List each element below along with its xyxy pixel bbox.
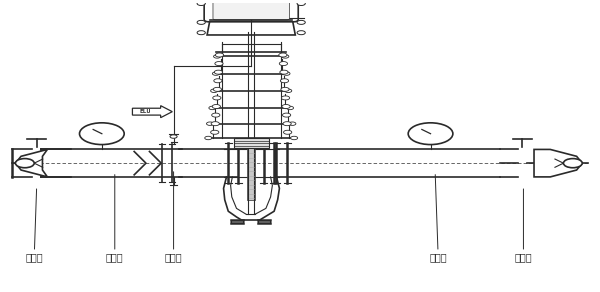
Circle shape: [214, 79, 222, 83]
Circle shape: [79, 123, 124, 145]
Circle shape: [211, 89, 218, 93]
Circle shape: [215, 62, 223, 66]
Circle shape: [211, 130, 219, 134]
Circle shape: [280, 79, 289, 83]
Circle shape: [212, 105, 220, 109]
Polygon shape: [233, 138, 269, 148]
Circle shape: [282, 105, 290, 109]
Circle shape: [297, 20, 305, 25]
Polygon shape: [207, 20, 295, 35]
Polygon shape: [133, 106, 172, 118]
Circle shape: [286, 106, 293, 110]
Circle shape: [212, 113, 220, 117]
Circle shape: [197, 1, 205, 6]
FancyBboxPatch shape: [213, 1, 289, 20]
Text: 截止阀: 截止阀: [515, 189, 532, 262]
Circle shape: [563, 159, 582, 168]
Text: ELU: ELU: [139, 109, 151, 114]
Polygon shape: [16, 150, 47, 177]
Text: 截止阀: 截止阀: [25, 189, 43, 262]
Circle shape: [206, 122, 214, 125]
Circle shape: [290, 136, 298, 140]
Circle shape: [197, 20, 205, 25]
Circle shape: [205, 136, 212, 140]
Circle shape: [297, 31, 305, 35]
Circle shape: [279, 53, 287, 57]
Polygon shape: [534, 150, 582, 177]
Circle shape: [283, 72, 290, 75]
Circle shape: [197, 31, 205, 35]
Circle shape: [283, 122, 291, 126]
Circle shape: [285, 89, 292, 93]
FancyBboxPatch shape: [204, 0, 298, 22]
Circle shape: [213, 87, 221, 91]
Circle shape: [213, 96, 221, 100]
Circle shape: [282, 55, 289, 58]
Circle shape: [281, 87, 289, 91]
Circle shape: [16, 159, 34, 168]
Circle shape: [280, 62, 287, 66]
Circle shape: [280, 70, 288, 74]
Circle shape: [214, 55, 221, 58]
Circle shape: [170, 135, 177, 138]
Circle shape: [284, 130, 292, 134]
Circle shape: [297, 1, 305, 6]
Circle shape: [283, 113, 291, 117]
Circle shape: [281, 96, 290, 100]
Text: 压力表: 压力表: [106, 175, 124, 262]
Circle shape: [215, 53, 224, 57]
Circle shape: [209, 106, 216, 110]
Circle shape: [214, 70, 223, 74]
Circle shape: [211, 122, 220, 126]
Circle shape: [289, 122, 296, 125]
Polygon shape: [247, 138, 256, 200]
Text: 过滤器: 过滤器: [165, 172, 182, 262]
Text: 压力表: 压力表: [430, 175, 447, 262]
Circle shape: [212, 72, 220, 75]
Circle shape: [408, 123, 453, 145]
